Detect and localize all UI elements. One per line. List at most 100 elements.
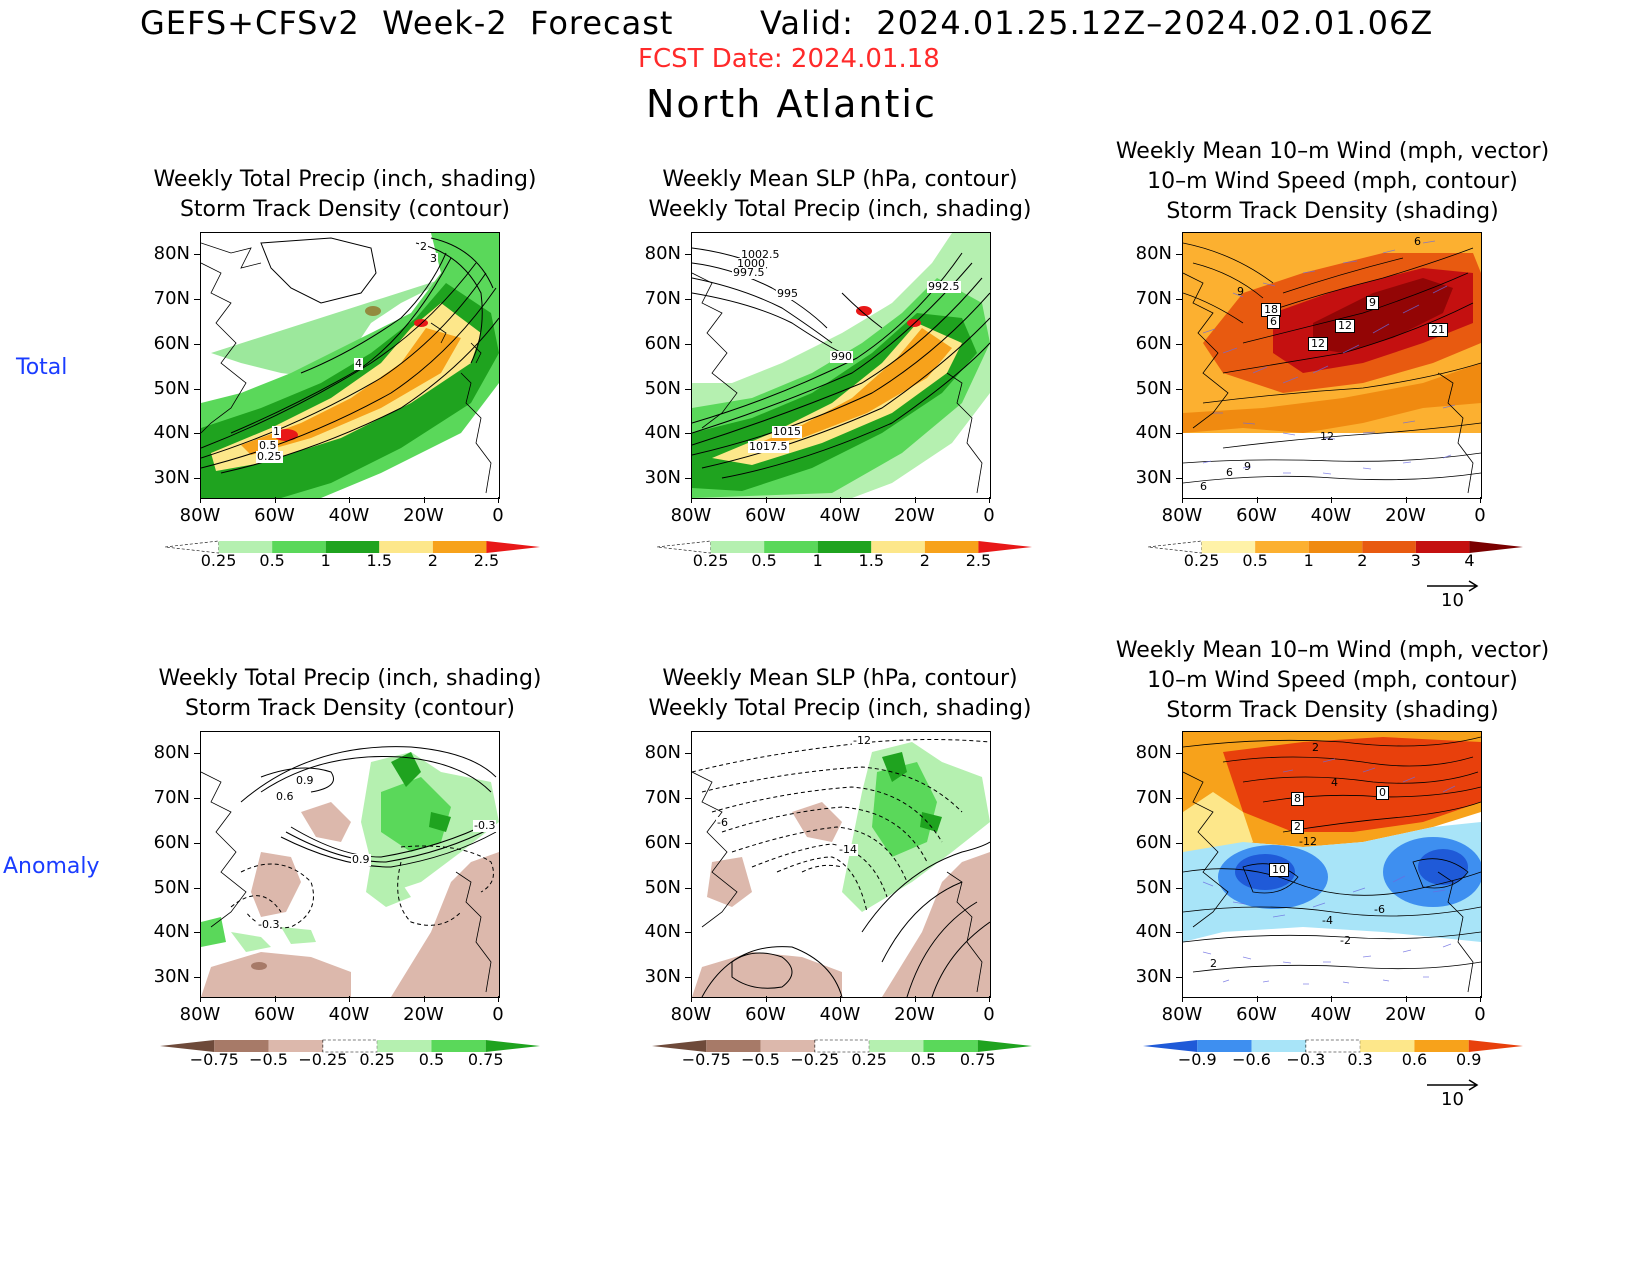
latitude-tick-label: 30N xyxy=(1135,966,1172,987)
latitude-tick-label: 30N xyxy=(153,966,190,987)
latitude-tick xyxy=(685,977,691,978)
latitude-tick xyxy=(194,932,200,933)
colorbar-label: 0.3 xyxy=(1347,1050,1373,1069)
longitude-tick xyxy=(840,996,841,1002)
longitude-tick xyxy=(1405,996,1407,1002)
colorbar-segment xyxy=(1197,1040,1252,1052)
reference-vector-total: 10 xyxy=(1425,578,1485,618)
latitude-tick-label: 70N xyxy=(153,288,190,309)
latitude-tick-label: 50N xyxy=(1135,877,1172,898)
contour-label: 0.5 xyxy=(258,439,278,452)
contour-label: 1 xyxy=(272,425,281,438)
latitude-tick-label: 70N xyxy=(1135,288,1172,309)
colorbar-segment xyxy=(1305,1039,1361,1053)
colorbar-segment xyxy=(817,541,872,553)
contour-label: 2 xyxy=(1312,741,1319,754)
longitude-tick xyxy=(423,996,425,1002)
colorbar-label: 1.5 xyxy=(366,551,392,570)
reference-vector-value: 10 xyxy=(1441,590,1464,611)
latitude-tick xyxy=(194,254,200,255)
colorbar-label: 0.6 xyxy=(1401,1050,1428,1069)
contour-label: 4 xyxy=(1331,776,1338,789)
latitude-tick-label: 50N xyxy=(153,877,190,898)
longitude-tick xyxy=(1182,996,1183,1002)
longitude-tick xyxy=(1182,497,1183,503)
contour-label: 12 xyxy=(1320,430,1334,443)
contour-label: 6 xyxy=(1414,235,1421,248)
colorbar-label: 0.5 xyxy=(1242,551,1268,570)
latitude-tick xyxy=(685,299,691,300)
colorbar-segment xyxy=(977,1040,1032,1052)
latitude-tick-label: 30N xyxy=(1135,467,1172,488)
colorbar-label: −0.75 xyxy=(189,1050,239,1069)
longitude-tick-label: 60W xyxy=(254,1004,295,1025)
longitude-tick-label: 20W xyxy=(1385,505,1426,526)
longitude-tick-label: 60W xyxy=(745,505,786,526)
latitude-tick-label: 60N xyxy=(1135,333,1172,354)
colorbar-label: −0.5 xyxy=(249,1050,288,1069)
contour-label: 0.9 xyxy=(295,774,315,787)
contour-label: 2 xyxy=(419,240,428,253)
colorbar-label: −0.5 xyxy=(741,1050,780,1069)
latitude-tick xyxy=(1176,977,1182,978)
latitude-tick xyxy=(685,843,691,844)
colorbar-label: 0.25 xyxy=(692,551,729,570)
latitude-tick xyxy=(685,344,691,345)
contour-label: 2 xyxy=(1291,820,1304,834)
latitude-tick xyxy=(685,389,691,390)
colorbar-anom-precip: −0.75 −0.5 −0.25 0.25 0.5 0.75 xyxy=(160,1039,540,1069)
contour-label: -0.3 xyxy=(473,819,497,832)
colorbar-segment xyxy=(710,541,765,553)
colorbar-label: 0.5 xyxy=(259,551,285,570)
contour-label: 9 xyxy=(1244,460,1251,473)
latitude-tick xyxy=(194,299,200,300)
isobar-label: 997.5 xyxy=(732,266,766,279)
contour-label: 6 xyxy=(1267,315,1280,329)
colorbar-segment xyxy=(1308,541,1363,553)
panel-title-total-precip: Weekly Total Precip (inch, shading) Stor… xyxy=(153,167,537,222)
latitude-tick xyxy=(685,932,691,933)
longitude-tick-label: 20W xyxy=(403,505,444,526)
longitude-tick xyxy=(423,497,425,503)
map-anom-wind: 2 4 8 0 2 -12 10 -6 -4 -2 2 xyxy=(1182,731,1482,998)
colorbar-segment xyxy=(1360,1040,1415,1052)
panel-title-total-slp: Weekly Mean SLP (hPa, contour) Weekly To… xyxy=(648,167,1032,222)
colorbar-label: 4 xyxy=(1464,551,1475,570)
latitude-tick-label: 40N xyxy=(644,422,681,443)
latitude-tick-label: 40N xyxy=(153,422,190,443)
colorbar-label: 2 xyxy=(427,551,438,570)
latitude-tick xyxy=(194,344,200,345)
latitude-tick xyxy=(1176,932,1182,933)
longitude-tick-label: 40W xyxy=(819,505,861,526)
longitude-tick xyxy=(989,996,990,1002)
panel-title-total-wind: Weekly Mean 10–m Wind (mph, vector) 10–m… xyxy=(1115,139,1550,224)
colorbar-label: 1 xyxy=(812,551,823,570)
colorbar-label: 0.75 xyxy=(959,1050,996,1069)
longitude-tick xyxy=(914,996,916,1002)
colorbar-segment xyxy=(924,541,979,553)
region-title: North Atlantic xyxy=(646,82,937,126)
isobar-label: 992.5 xyxy=(927,280,961,293)
longitude-tick xyxy=(349,497,350,503)
colorbar-label: 0.25 xyxy=(851,1050,887,1069)
latitude-tick xyxy=(685,888,691,889)
map-total-precip: 2 3 4 1 0.5 0.25 xyxy=(200,232,500,499)
colorbar-label: 0.75 xyxy=(467,1050,504,1069)
valid-period: Valid: 2024.01.25.12Z–2024.02.01.06Z xyxy=(760,4,1434,42)
isobar-label: 995 xyxy=(776,287,799,300)
colorbar-segment xyxy=(432,541,487,553)
latitude-tick xyxy=(685,753,691,754)
latitude-tick-label: 60N xyxy=(644,333,681,354)
colorbar-label: −0.9 xyxy=(1177,1050,1217,1069)
colorbar-segment xyxy=(164,540,219,554)
map-total-slp: 1002.5 1000 997.5 995 992.5 990 1015 101… xyxy=(691,232,991,499)
latitude-tick-label: 60N xyxy=(1135,832,1172,853)
contour-label: 3 xyxy=(429,252,438,265)
longitude-tick xyxy=(498,996,499,1002)
reference-vector-value: 10 xyxy=(1441,1089,1464,1110)
longitude-tick-label: 20W xyxy=(894,505,935,526)
colorbar-segment xyxy=(379,541,433,553)
latitude-tick-label: 80N xyxy=(153,243,190,264)
colorbar-segment xyxy=(1143,1040,1198,1052)
longitude-tick xyxy=(840,497,841,503)
